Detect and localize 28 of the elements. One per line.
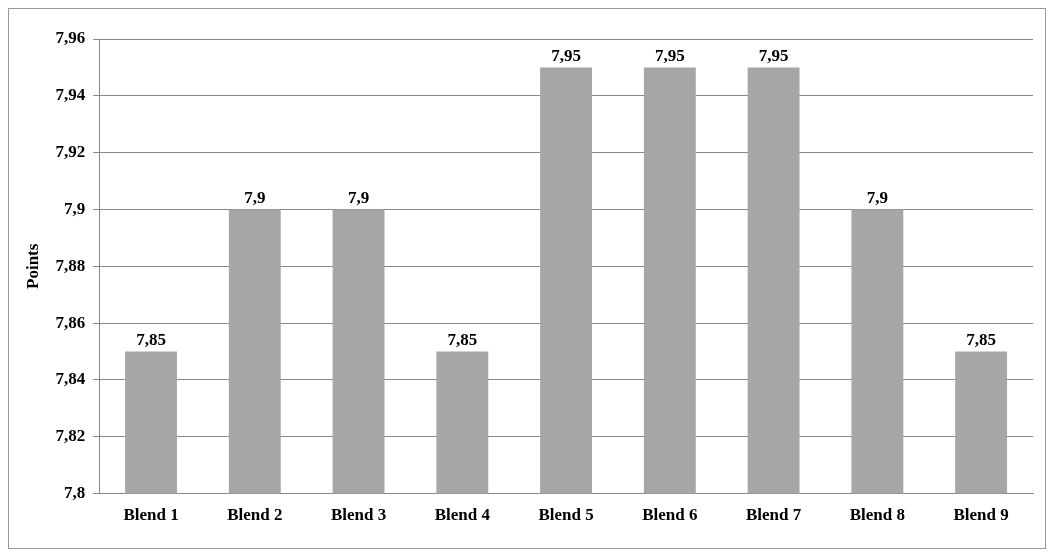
x-tick-label: Blend 2	[227, 505, 283, 525]
data-label: 7,95	[654, 46, 685, 66]
x-tick-label: Blend 4	[434, 505, 491, 525]
data-label: 7,9	[866, 188, 888, 208]
data-label: 7,95	[758, 46, 789, 66]
y-tick-label: 7,84	[55, 369, 86, 389]
y-tick-label: 7,9	[63, 198, 86, 218]
y-axis-title: Points	[22, 243, 42, 289]
x-tick-label: Blend 9	[953, 505, 1009, 525]
data-label: 7,9	[347, 188, 370, 208]
x-tick-label: Blend 8	[849, 505, 905, 525]
y-tick-label: 7,8	[63, 482, 86, 502]
y-tick-label: 7,88	[55, 255, 86, 275]
x-tick-label: Blend 7	[745, 505, 802, 525]
data-label: 7,85	[447, 330, 478, 350]
y-tick-label: 7,82	[55, 426, 86, 446]
data-label: 7,85	[136, 330, 166, 350]
x-tick-label: Blend 1	[123, 505, 179, 525]
x-tick-label: Blend 6	[642, 505, 698, 525]
x-tick-label: Blend 5	[538, 505, 594, 525]
y-tick-label: 7,94	[55, 85, 86, 105]
y-tick-label: 7,96	[55, 28, 86, 48]
x-tick-label: Blend 3	[330, 505, 387, 525]
data-label: 7,85	[966, 330, 996, 350]
y-tick-label: 7,86	[55, 312, 86, 332]
data-label: 7,9	[244, 188, 266, 208]
data-label: 7,95	[551, 46, 581, 66]
y-tick-label: 7,92	[55, 142, 86, 162]
